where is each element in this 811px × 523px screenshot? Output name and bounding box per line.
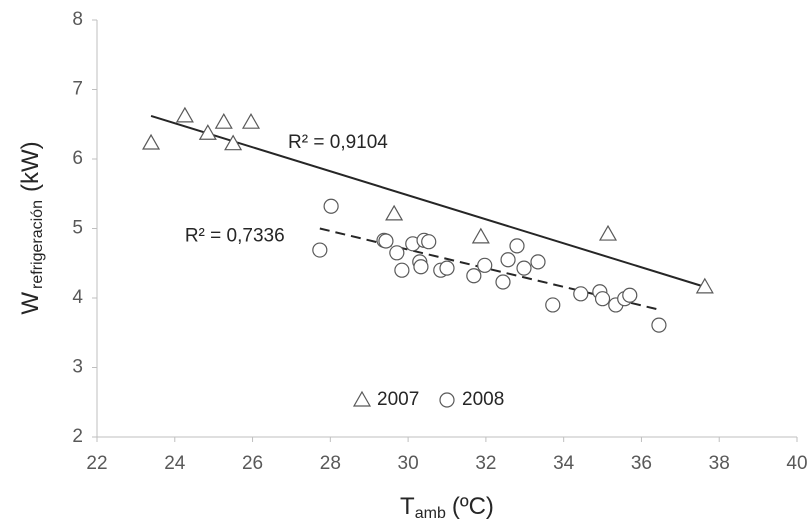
point — [695, 277, 714, 294]
legend-label: 2007 — [377, 389, 419, 410]
point — [477, 257, 493, 273]
y-title-sub: refrigeración — [29, 200, 46, 289]
point — [385, 204, 404, 221]
x-tick-label: 28 — [320, 453, 341, 474]
y-tick-label: 7 — [72, 79, 83, 100]
trendline — [150, 114, 706, 288]
point — [389, 245, 405, 261]
point — [224, 134, 243, 151]
point — [622, 287, 638, 303]
point — [598, 224, 618, 241]
x-tick-label: 30 — [398, 453, 419, 474]
legend-label: 2008 — [462, 389, 504, 410]
point — [545, 297, 561, 313]
y-tick-label: 8 — [72, 9, 83, 30]
x-tick-label: 38 — [709, 453, 730, 474]
point — [573, 286, 589, 302]
point — [394, 262, 410, 278]
x-tick-label: 22 — [86, 453, 107, 474]
point — [241, 112, 261, 129]
legend-marker — [439, 392, 455, 408]
x-tick-label: 40 — [786, 453, 807, 474]
x-tick-label: 24 — [164, 453, 186, 474]
point — [530, 254, 546, 270]
x-title-main: T — [400, 493, 415, 520]
point — [651, 317, 667, 333]
point — [439, 260, 455, 276]
point — [214, 112, 233, 129]
point — [509, 238, 525, 254]
x-tick-label: 34 — [553, 453, 575, 474]
y-tick-label: 2 — [72, 426, 83, 447]
point — [495, 274, 511, 290]
trendline-label: R² = 0,9104 — [288, 132, 388, 153]
y-axis-title: Wrefrigeración (kW) — [17, 141, 46, 314]
point — [142, 133, 161, 150]
point — [198, 124, 217, 140]
point — [471, 227, 490, 244]
x-title-unit: (ºC) — [452, 493, 494, 520]
legend-marker — [352, 390, 372, 407]
y-title-main: W — [17, 292, 44, 315]
x-tick-label: 36 — [631, 453, 652, 474]
y-tick-label: 3 — [72, 357, 83, 378]
point — [323, 198, 339, 214]
x-tick-label: 32 — [475, 453, 496, 474]
x-axis-title: Tamb (ºC) — [400, 493, 494, 522]
point — [500, 252, 516, 268]
point — [312, 242, 328, 258]
point — [594, 291, 611, 307]
y-title-unit: (kW) — [17, 141, 44, 192]
y-tick-label: 6 — [72, 148, 83, 169]
y-tick-label: 4 — [72, 287, 83, 308]
y-tick-label: 5 — [72, 218, 83, 239]
trendline-label: R² = 0,7336 — [185, 226, 285, 247]
x-tick-label: 26 — [242, 453, 263, 474]
point — [421, 234, 437, 250]
point — [516, 260, 532, 276]
point — [378, 233, 394, 249]
point — [413, 259, 429, 275]
x-title-sub: amb — [415, 505, 446, 522]
point — [466, 268, 482, 284]
point — [175, 106, 194, 123]
